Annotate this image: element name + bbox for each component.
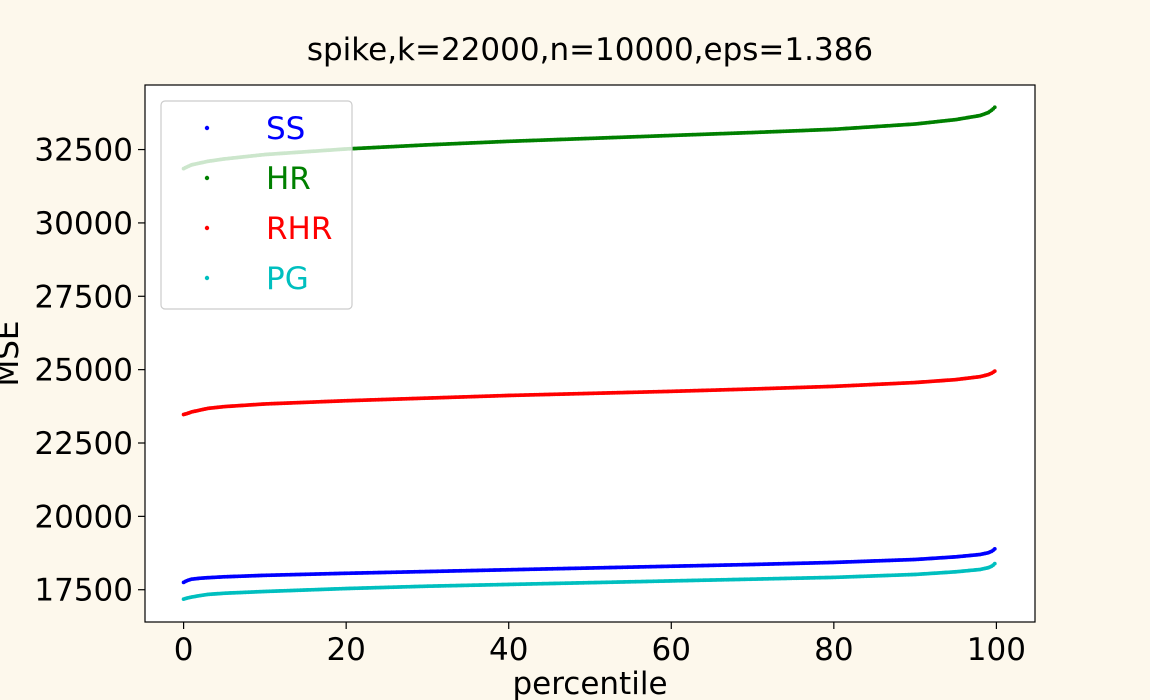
data-point-hr — [992, 105, 997, 110]
legend-frame — [160, 100, 353, 310]
x-tick-label: 100 — [967, 632, 1026, 668]
legend: SS HR RHR PG — [160, 100, 353, 310]
series-rhr — [181, 369, 997, 417]
x-tick-label: 0 — [174, 632, 194, 668]
y-tick-label: 27500 — [34, 279, 133, 315]
x-tick-label: 60 — [652, 632, 691, 668]
legend-label-hr: HR — [266, 161, 311, 197]
y-tick-label: 17500 — [34, 573, 133, 609]
y-tick-label: 30000 — [34, 206, 133, 242]
legend-marker-hr — [204, 175, 210, 181]
series-hr — [181, 105, 997, 171]
legend-marker-rhr — [204, 225, 210, 231]
legend-marker-ss — [204, 125, 210, 131]
data-point-pg — [992, 561, 997, 566]
x-tick-label: 20 — [326, 632, 365, 668]
legend-label-rhr: RHR — [266, 211, 332, 247]
y-tick-label: 20000 — [34, 499, 133, 535]
legend-label-ss: SS — [266, 111, 305, 147]
x-tick-label: 40 — [489, 632, 528, 668]
series-layer — [181, 105, 997, 602]
y-axis-label: MSE — [0, 320, 26, 386]
series-pg — [181, 561, 997, 602]
y-tick-label: 25000 — [34, 353, 133, 389]
data-point-ss — [992, 547, 997, 551]
chart-title: spike,k=22000,n=10000,eps=1.386 — [307, 32, 873, 68]
y-tick-label: 32500 — [34, 133, 133, 169]
x-tick-label: 80 — [814, 632, 853, 668]
ticks-layer: 0 20 40 60 80 100 17500 20000 22500 25000 27500 300… — [34, 133, 1026, 668]
legend-marker-pg — [204, 275, 210, 281]
series-ss — [181, 547, 997, 585]
data-point-rhr — [992, 369, 997, 374]
x-axis-label: percentile — [512, 666, 667, 700]
plot-frame — [144, 84, 1036, 623]
legend-label-pg: PG — [266, 261, 309, 297]
y-tick-label: 22500 — [34, 426, 133, 462]
